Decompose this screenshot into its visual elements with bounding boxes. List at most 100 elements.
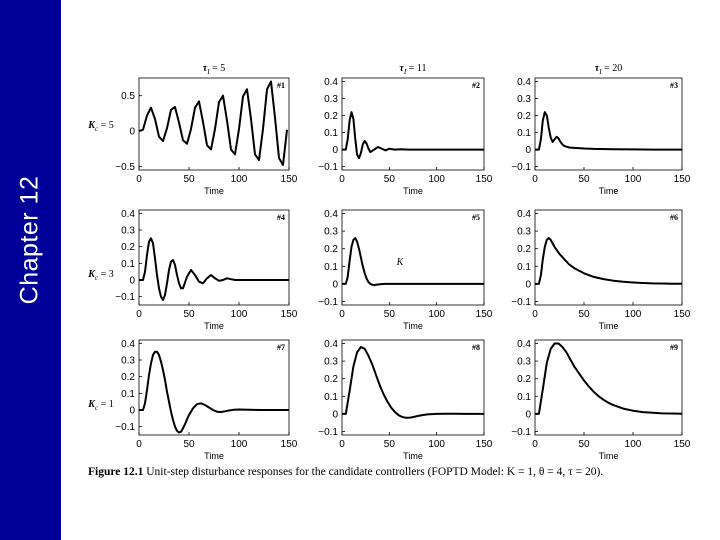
x-tick-label: 100 bbox=[428, 174, 445, 185]
panel-number-6: #6 bbox=[670, 213, 678, 222]
x-tick-label: 150 bbox=[476, 174, 493, 185]
x-tick-label: 150 bbox=[674, 309, 691, 320]
y-tick-label: 0.4 bbox=[517, 209, 531, 220]
caption-label: Figure 12.1 bbox=[88, 466, 144, 478]
y-tick-label: 0.2 bbox=[324, 244, 338, 255]
x-tick-label: 150 bbox=[281, 174, 298, 185]
stray-k-mark: K bbox=[396, 257, 405, 268]
y-tick-label: 0.1 bbox=[517, 392, 531, 403]
x-tick-label: 150 bbox=[476, 309, 493, 320]
chapter-label: Chapter 12 bbox=[15, 175, 44, 305]
x-tick-label: 100 bbox=[231, 174, 248, 185]
y-tick-label: 0.1 bbox=[517, 128, 531, 139]
response-curve-3 bbox=[535, 111, 682, 151]
panel-frame-5 bbox=[341, 209, 485, 306]
x-tick-label: 50 bbox=[384, 309, 396, 320]
y-tick-label: 0.5 bbox=[121, 91, 135, 102]
response-curve-1 bbox=[138, 80, 288, 166]
y-tick-label: 0 bbox=[129, 406, 135, 417]
panel-number-4: #4 bbox=[277, 213, 285, 222]
y-tick-label: −0.1 bbox=[115, 292, 135, 303]
y-tick-label: 0.1 bbox=[324, 392, 338, 403]
response-curve-6 bbox=[535, 237, 682, 285]
x-tick-label: 100 bbox=[625, 174, 642, 185]
y-tick-label: −0.1 bbox=[318, 297, 338, 308]
y-tick-label: 0 bbox=[525, 279, 531, 290]
y-tick-label: 0.4 bbox=[324, 209, 338, 220]
y-tick-label: 0.4 bbox=[121, 209, 135, 220]
panel-number-1: #1 bbox=[277, 81, 285, 90]
y-tick-label: 0 bbox=[332, 145, 338, 156]
y-tick-label: 0.4 bbox=[324, 339, 338, 350]
y-tick-label: 0.1 bbox=[121, 259, 135, 270]
x-tick-label: 50 bbox=[578, 439, 590, 450]
x-axis-label: Time bbox=[403, 186, 423, 196]
panel-frame-1 bbox=[138, 77, 290, 171]
panel-number-2: #2 bbox=[472, 81, 480, 90]
x-tick-label: 100 bbox=[231, 309, 248, 320]
chapter-sidebar: Chapter 12 bbox=[0, 0, 61, 540]
y-tick-label: 0.1 bbox=[517, 262, 531, 273]
column-title-1: τI = 5 bbox=[203, 63, 226, 76]
y-tick-label: 0.3 bbox=[121, 226, 135, 237]
response-curve-9 bbox=[535, 342, 683, 415]
y-tick-label: −0.1 bbox=[511, 162, 531, 173]
x-tick-label: 150 bbox=[674, 439, 691, 450]
y-tick-label: −0.1 bbox=[318, 427, 338, 438]
x-axis-label: Time bbox=[403, 451, 423, 461]
panel-frame-4 bbox=[138, 209, 290, 306]
x-tick-label: 0 bbox=[532, 309, 538, 320]
x-tick-label: 50 bbox=[183, 174, 195, 185]
response-curve-8 bbox=[342, 346, 484, 419]
panel-number-7: #7 bbox=[277, 343, 285, 352]
x-tick-label: 0 bbox=[339, 439, 345, 450]
x-tick-label: 150 bbox=[281, 309, 298, 320]
y-tick-label: 0 bbox=[525, 145, 531, 156]
y-tick-label: 0.2 bbox=[121, 242, 135, 253]
panel-frame-3 bbox=[534, 77, 683, 171]
figure-caption: Figure 12.1 Unit-step disturbance respon… bbox=[88, 466, 708, 478]
x-tick-label: 50 bbox=[384, 174, 396, 185]
y-tick-label: 0 bbox=[129, 276, 135, 287]
x-tick-label: 50 bbox=[578, 174, 590, 185]
panel-frame-8 bbox=[341, 339, 485, 436]
column-title-2: τI = 11 bbox=[399, 63, 426, 76]
x-tick-label: 50 bbox=[183, 439, 195, 450]
y-tick-label: 0.3 bbox=[121, 356, 135, 367]
row-label-1: Kc = 5 bbox=[87, 120, 114, 133]
panel-number-9: #9 bbox=[670, 343, 678, 352]
column-title-3: τI = 20 bbox=[595, 63, 623, 76]
y-tick-label: 0 bbox=[332, 279, 338, 290]
y-tick-label: −0.1 bbox=[511, 427, 531, 438]
y-tick-label: 0 bbox=[525, 409, 531, 420]
y-tick-label: 0.3 bbox=[517, 227, 531, 238]
x-tick-label: 0 bbox=[136, 309, 142, 320]
y-tick-label: 0.3 bbox=[517, 94, 531, 105]
x-tick-label: 0 bbox=[339, 309, 345, 320]
x-tick-label: 50 bbox=[384, 439, 396, 450]
x-axis-label: Time bbox=[599, 321, 619, 331]
y-tick-label: 0 bbox=[332, 409, 338, 420]
x-axis-label: Time bbox=[204, 451, 224, 461]
x-tick-label: 150 bbox=[674, 174, 691, 185]
y-tick-label: 0.4 bbox=[324, 77, 338, 88]
y-tick-label: 0 bbox=[129, 127, 135, 138]
x-tick-label: 50 bbox=[578, 309, 590, 320]
panel-frame-9 bbox=[534, 339, 683, 436]
x-tick-label: 100 bbox=[625, 439, 642, 450]
response-curve-7 bbox=[139, 350, 289, 434]
y-tick-label: 0.2 bbox=[324, 374, 338, 385]
row-label-4: Kc = 3 bbox=[87, 269, 114, 282]
panel-frame-7 bbox=[138, 339, 290, 436]
x-tick-label: 100 bbox=[428, 309, 445, 320]
y-tick-label: 0.4 bbox=[517, 339, 531, 350]
x-tick-label: 100 bbox=[428, 439, 445, 450]
panel-frame-6 bbox=[534, 209, 683, 306]
x-tick-label: 50 bbox=[183, 309, 195, 320]
y-tick-label: −0.1 bbox=[318, 162, 338, 173]
x-tick-label: 150 bbox=[281, 439, 298, 450]
panel-frame-2 bbox=[341, 77, 485, 171]
x-tick-label: 0 bbox=[532, 439, 538, 450]
x-tick-label: 0 bbox=[136, 174, 142, 185]
y-tick-label: 0.2 bbox=[517, 111, 531, 122]
